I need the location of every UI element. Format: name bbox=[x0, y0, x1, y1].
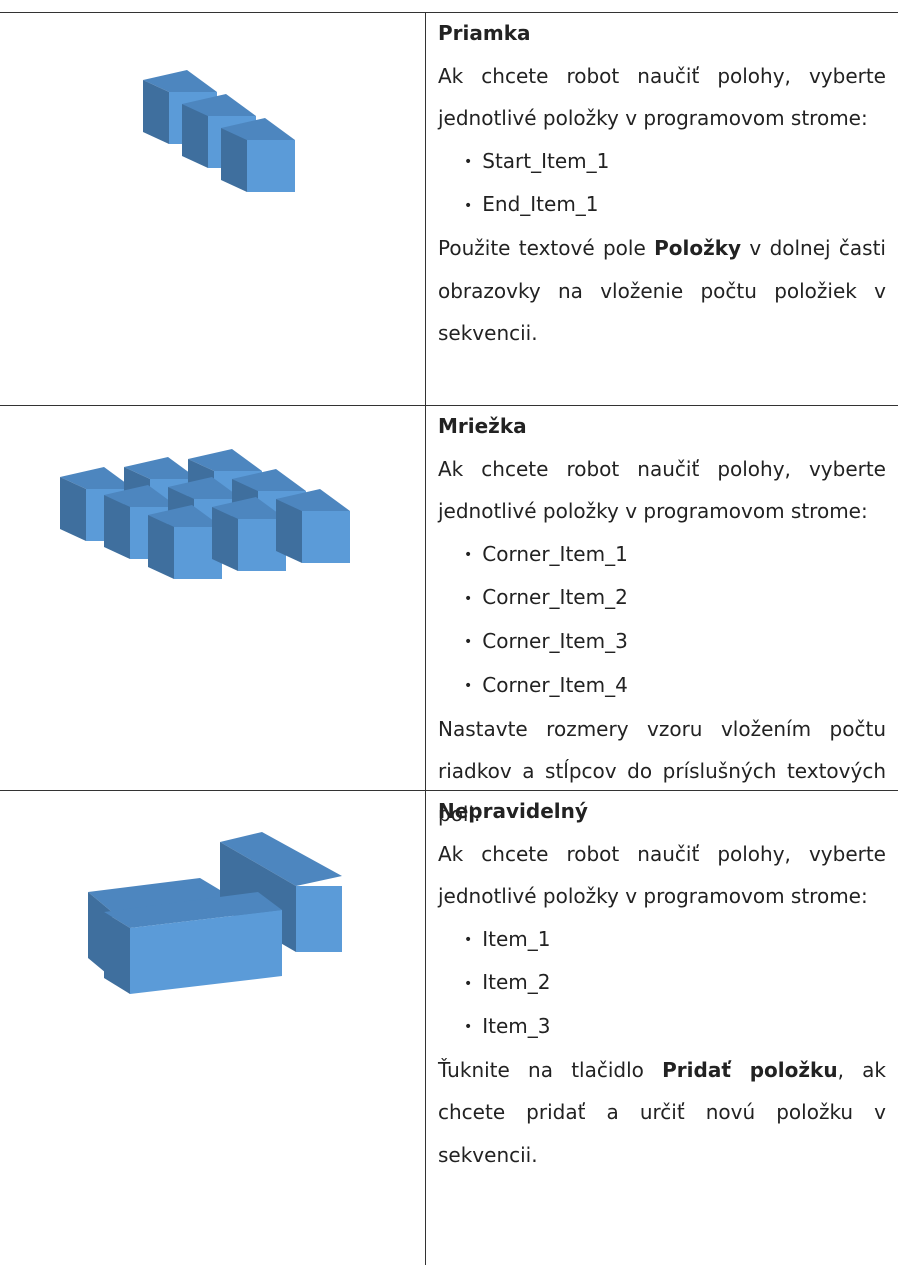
item: End_Item_1 bbox=[464, 183, 886, 227]
note-text: Použite textové pole Položky v dolnej ča… bbox=[438, 227, 886, 355]
description-cell: Priamka Ak chcete robot naučiť polohy, vy… bbox=[438, 12, 886, 355]
note-emphasis: Pridať položku bbox=[662, 1057, 838, 1082]
rule bbox=[0, 12, 898, 13]
item: Item_2 bbox=[464, 961, 886, 1005]
intro-text: Ak chcete robot naučiť polohy, vyberte j… bbox=[438, 841, 886, 909]
line-pattern-illustration bbox=[143, 70, 295, 192]
irregular-pattern-illustration bbox=[88, 832, 342, 994]
item: Corner_Item_1 bbox=[464, 533, 886, 577]
description-cell: Nepravidelný Ak chcete robot naučiť poloh… bbox=[438, 790, 886, 1176]
note-segment: Nastavte rozmery vzoru vložením počtu ri… bbox=[438, 716, 886, 826]
intro-text: Ak chcete robot naučiť polohy, vyberte j… bbox=[438, 456, 886, 524]
pattern-title: Mriežka bbox=[438, 414, 527, 438]
item-list: Item_1Item_2Item_3 bbox=[438, 918, 886, 1049]
note-emphasis: Položky bbox=[654, 236, 742, 260]
note-segment: Použite textové pole bbox=[438, 236, 655, 260]
pattern-title: Nepravidelný bbox=[438, 799, 588, 823]
note-segment: v dolnej časti obrazovky na vloženie poč… bbox=[438, 236, 886, 345]
note-segment: Ťuknite na tlačidlo bbox=[438, 1057, 663, 1082]
pattern-title: Priamka bbox=[438, 21, 531, 45]
item: Corner_Item_3 bbox=[464, 620, 886, 664]
column-rule bbox=[425, 12, 426, 1265]
item-list: Start_Item_1End_Item_1 bbox=[438, 140, 886, 228]
grid-pattern-illustration bbox=[60, 449, 350, 579]
description-cell: Mriežka Ak chcete robot naučiť polohy, vy… bbox=[438, 405, 886, 835]
rule bbox=[0, 790, 898, 791]
note-text: Nastavte rozmery vzoru vložením počtu ri… bbox=[438, 708, 886, 836]
item-list: Corner_Item_1Corner_Item_2Corner_Item_3C… bbox=[438, 533, 886, 708]
note-text: Ťuknite na tlačidlo Pridať položku, ak c… bbox=[438, 1049, 886, 1177]
item: Corner_Item_2 bbox=[464, 576, 886, 620]
item: Item_3 bbox=[464, 1005, 886, 1049]
note-segment: , ak chcete pridať a určiť novú položku … bbox=[438, 1057, 886, 1167]
item: Start_Item_1 bbox=[464, 140, 886, 184]
rule bbox=[0, 405, 898, 406]
item: Corner_Item_4 bbox=[464, 664, 886, 708]
intro-text: Ak chcete robot naučiť polohy, vyberte j… bbox=[438, 63, 886, 131]
item: Item_1 bbox=[464, 918, 886, 962]
